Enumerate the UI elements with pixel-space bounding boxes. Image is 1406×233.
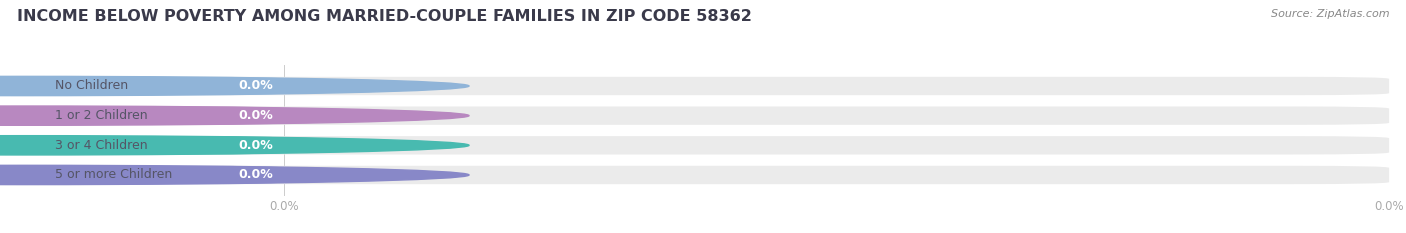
FancyBboxPatch shape bbox=[17, 166, 1389, 184]
FancyBboxPatch shape bbox=[17, 136, 1389, 154]
Text: Source: ZipAtlas.com: Source: ZipAtlas.com bbox=[1271, 9, 1389, 19]
Text: 0.0%: 0.0% bbox=[239, 168, 274, 182]
FancyBboxPatch shape bbox=[17, 166, 284, 184]
FancyBboxPatch shape bbox=[22, 167, 221, 183]
Circle shape bbox=[0, 76, 470, 96]
Circle shape bbox=[0, 165, 470, 185]
Text: 5 or more Children: 5 or more Children bbox=[55, 168, 173, 182]
Circle shape bbox=[0, 106, 470, 125]
Text: INCOME BELOW POVERTY AMONG MARRIED-COUPLE FAMILIES IN ZIP CODE 58362: INCOME BELOW POVERTY AMONG MARRIED-COUPL… bbox=[17, 9, 752, 24]
Text: 0.0%: 0.0% bbox=[239, 139, 274, 152]
FancyBboxPatch shape bbox=[17, 106, 1389, 125]
Text: 1 or 2 Children: 1 or 2 Children bbox=[55, 109, 148, 122]
FancyBboxPatch shape bbox=[17, 136, 284, 154]
FancyBboxPatch shape bbox=[17, 106, 284, 125]
FancyBboxPatch shape bbox=[22, 107, 221, 124]
Text: No Children: No Children bbox=[55, 79, 128, 93]
Text: 0.0%: 0.0% bbox=[239, 79, 274, 93]
Text: 3 or 4 Children: 3 or 4 Children bbox=[55, 139, 148, 152]
FancyBboxPatch shape bbox=[22, 78, 221, 94]
FancyBboxPatch shape bbox=[17, 77, 284, 95]
Text: 0.0%: 0.0% bbox=[239, 109, 274, 122]
Circle shape bbox=[0, 136, 470, 155]
FancyBboxPatch shape bbox=[22, 137, 221, 154]
FancyBboxPatch shape bbox=[17, 77, 1389, 95]
